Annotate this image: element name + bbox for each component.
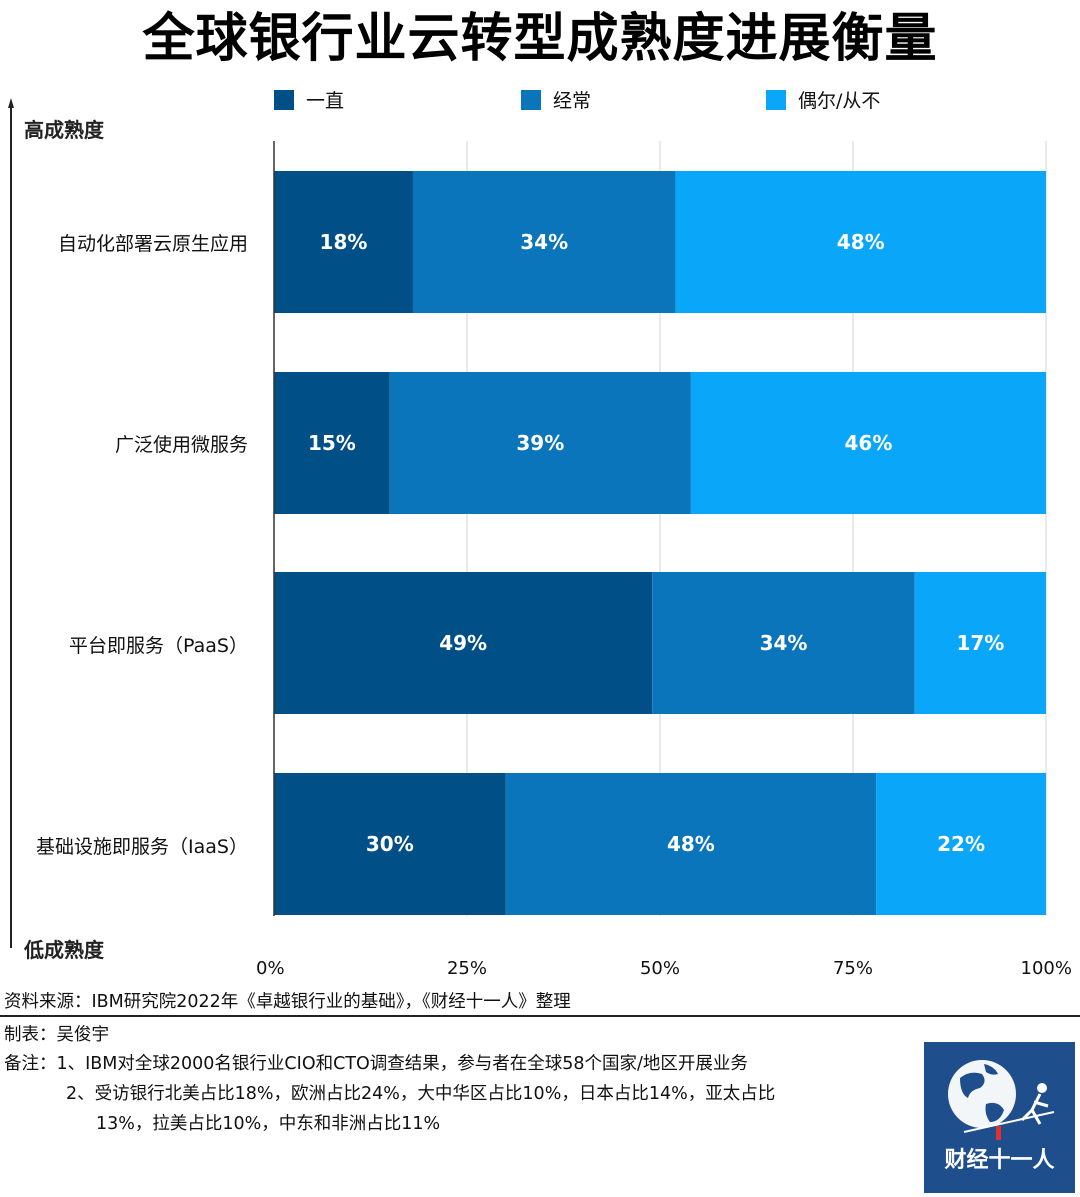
x-tick-label: 25% (447, 958, 487, 979)
remark-3: 13%，拉美占比10%，中东和非洲占比11% (96, 1114, 441, 1134)
globe-icon (948, 1060, 1055, 1140)
legend-swatch (274, 90, 294, 110)
category-label: 广泛使用微服务 (114, 434, 248, 456)
bar-segment (274, 372, 390, 514)
chart-title: 全球银行业云转型成熟度进展衡量 (142, 9, 938, 69)
brand-logo: 财经十一人 (924, 1042, 1075, 1193)
remark-2: 2、受访银行北美占比18%，欧洲占比24%，大中华区占比10%，日本占比14%，… (66, 1084, 776, 1104)
bar-segment (274, 572, 653, 714)
bar-segment (274, 773, 506, 915)
logo-text: 财经十一人 (944, 1148, 1055, 1173)
data-label: 17% (956, 631, 1004, 655)
bar-segment (274, 171, 413, 313)
data-label: 30% (366, 832, 414, 856)
bar-segment (412, 171, 676, 313)
legend-label: 偶尔/从不 (798, 90, 881, 112)
maturity-axis-arrow (8, 98, 14, 948)
bar-segment (914, 572, 1046, 714)
author-note: 制表：吴俊宇 (4, 1025, 109, 1045)
bar-segment (690, 372, 1046, 514)
bar-segment (876, 773, 1046, 915)
data-label: 48% (837, 230, 885, 254)
legend-item-rarely: 偶尔/从不 (766, 88, 880, 114)
data-label: 22% (937, 832, 985, 856)
remark-1: 备注：1、IBM对全球2000名银行业CIO和CTO调查结果，参与者在全球58个… (4, 1054, 748, 1074)
bar-segment (652, 572, 915, 714)
high-maturity-label: 高成熟度 (24, 118, 104, 142)
data-label: 49% (439, 631, 487, 655)
footer-divider (0, 1015, 1080, 1017)
bar-segment (389, 372, 691, 514)
legend-swatch (521, 90, 541, 110)
data-label: 39% (516, 431, 564, 455)
source-note: 资料来源：IBM研究院2022年《卓越银行业的基础》，《财经十一人》整理 (4, 992, 571, 1012)
x-tick-label: 100% (1021, 958, 1072, 979)
data-label: 48% (667, 832, 715, 856)
data-label: 34% (520, 230, 568, 254)
data-label: 18% (320, 230, 368, 254)
legend-item-often: 经常 (521, 88, 591, 114)
data-label: 46% (845, 431, 893, 455)
x-tick-label: 75% (833, 958, 873, 979)
data-label: 34% (760, 631, 808, 655)
stacked-bar-chart: 18% 34% 48% 15% 39% 46% 49% 34% 17% 30% 48% 22% 0% 25… (256, 141, 1072, 979)
category-label: 基础设施即服务（IaaS） (36, 836, 248, 858)
category-label: 自动化部署云原生应用 (57, 233, 248, 255)
category-label: 平台即服务（PaaS） (69, 635, 248, 657)
legend-item-always: 一直 (274, 88, 344, 114)
legend-label: 一直 (306, 90, 345, 112)
legend-swatch (766, 90, 786, 110)
x-tick-label: 0% (256, 958, 285, 979)
x-tick-label: 50% (640, 958, 680, 979)
legend-label: 经常 (553, 90, 592, 112)
bar-segment (505, 773, 877, 915)
data-label: 15% (308, 431, 356, 455)
low-maturity-label: 低成熟度 (24, 938, 104, 962)
bar-segment (675, 171, 1046, 313)
